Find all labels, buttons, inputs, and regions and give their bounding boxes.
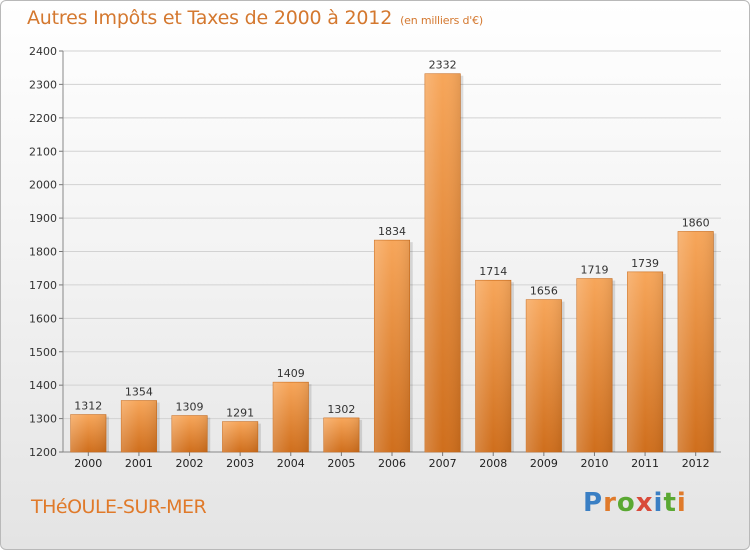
y-tick-label: 1600	[29, 312, 57, 325]
logo-letter: P	[583, 488, 604, 518]
bar-highlight	[70, 414, 107, 452]
logo-letter: i	[676, 488, 687, 518]
x-tick-label: 2002	[176, 457, 204, 470]
data-label: 1714	[479, 265, 507, 278]
data-label: 1719	[580, 264, 608, 277]
y-tick-label: 2200	[29, 112, 57, 125]
data-label: 2332	[429, 59, 457, 72]
axes: 1200 1300 1400 1500 1600 1700 1800 1900 2000 2100…	[29, 45, 721, 470]
x-tick-label: 2007	[429, 457, 457, 470]
x-tick-label: 2009	[530, 457, 558, 470]
bar-highlight	[273, 382, 309, 452]
y-tick-label: 1300	[29, 413, 57, 426]
data-label: 1309	[176, 401, 204, 414]
data-label: 1656	[530, 285, 558, 298]
logo-letter: r	[603, 488, 617, 518]
y-tick-label: 1700	[29, 279, 57, 292]
bars	[70, 73, 717, 453]
data-label: 1291	[226, 407, 254, 420]
x-tick-label: 2010	[580, 457, 608, 470]
logo-letter: x	[635, 488, 654, 518]
bar-highlight	[121, 400, 157, 452]
x-tick-label: 2012	[682, 457, 710, 470]
x-tick-label: 2011	[631, 457, 659, 470]
chart-title: Autres Impôts et Taxes de 2000 à 2012 (en…	[27, 7, 483, 29]
x-tick-label: 2001	[125, 457, 153, 470]
bar-highlight	[475, 280, 511, 452]
bar-highlight	[374, 240, 410, 452]
x-tick-label: 2006	[378, 457, 406, 470]
data-labels: 1312 1354 1309 1291 1409 1302 1834 2332 1714 1656…	[74, 59, 709, 420]
data-label: 1302	[327, 403, 355, 416]
chart-title-text: Autres Impôts et Taxes de 2000 à 2012	[27, 7, 393, 29]
logo-letter: o	[616, 488, 636, 518]
data-label: 1312	[74, 400, 102, 413]
y-tick-label: 1900	[29, 212, 57, 225]
y-tick-label: 1200	[29, 446, 57, 459]
x-tick-label: 2005	[327, 457, 355, 470]
bar-highlight	[323, 417, 360, 452]
town-name: THéOULE-SUR-MER	[31, 496, 207, 518]
y-tick-label: 2000	[29, 179, 57, 192]
proxiti-logo[interactable]: Proxiti	[583, 488, 687, 518]
y-tick-label: 1500	[29, 346, 57, 359]
x-tick-label: 2003	[226, 457, 254, 470]
logo-letter: i	[653, 488, 664, 518]
x-tick-label: 2004	[277, 457, 305, 470]
data-label: 1739	[631, 257, 659, 270]
y-tick-label: 2100	[29, 145, 57, 158]
y-tick-label: 2300	[29, 78, 57, 91]
data-label: 1409	[277, 367, 305, 380]
y-tick-label: 2400	[29, 45, 57, 58]
bar-highlight	[627, 271, 663, 452]
logo-letter: t	[663, 488, 677, 518]
bar-highlight	[576, 278, 613, 452]
data-label: 1860	[682, 216, 710, 229]
bar-highlight	[526, 299, 562, 452]
y-tick-label: 1800	[29, 246, 57, 259]
x-tick-label: 2008	[479, 457, 507, 470]
y-tick-label: 1400	[29, 379, 57, 392]
x-tick-label: 2000	[74, 457, 102, 470]
chart-subtitle: (en milliers d'€)	[400, 14, 483, 27]
bar-highlight	[677, 231, 714, 452]
data-label: 1354	[125, 386, 153, 399]
bar-highlight	[424, 73, 461, 453]
bar-highlight	[222, 421, 258, 452]
data-label: 1834	[378, 225, 406, 238]
bar-highlight	[171, 415, 208, 452]
